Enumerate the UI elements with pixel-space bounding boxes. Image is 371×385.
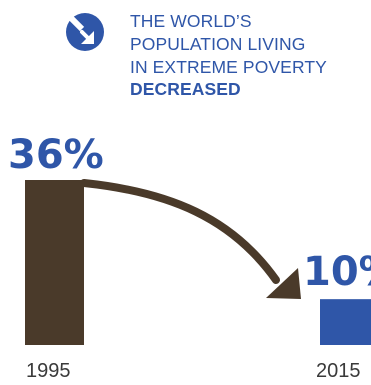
category-label-2015: 2015: [316, 360, 361, 382]
category-label-1995: 1995: [26, 360, 71, 382]
bar-1995: [25, 180, 84, 345]
value-label-1995: 36%: [8, 132, 104, 178]
down-arrow-icon: [60, 8, 104, 51]
headline-emphasis: DECREASED: [130, 79, 241, 100]
bar-2015: [320, 299, 371, 345]
decrease-arrow: [80, 179, 280, 284]
headline-line-1: THE WORLD’S: [130, 11, 252, 31]
decrease-arrowhead: [266, 268, 301, 299]
headline-line-3: IN EXTREME POVERTY: [130, 56, 327, 77]
headline-line-2: POPULATION LIVING: [130, 33, 306, 54]
value-label-2015: 10%: [303, 249, 371, 295]
headline: THE WORLD’S POPULATION LIVING IN EXTREME…: [130, 10, 327, 101]
